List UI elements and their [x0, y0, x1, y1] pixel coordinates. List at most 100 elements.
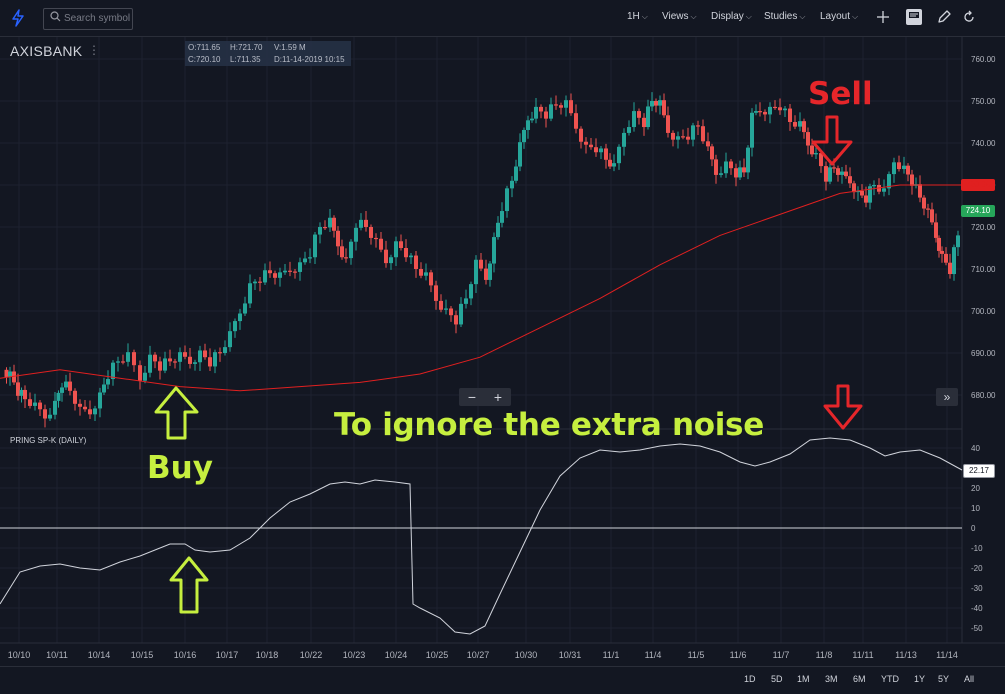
time-tick-label: 10/27 [467, 650, 490, 660]
candle-body [19, 389, 24, 396]
candle-body [539, 106, 543, 112]
interval-menu[interactable]: 1H ⌵ [627, 11, 648, 22]
candle-body [464, 298, 468, 304]
candle-body [856, 190, 860, 193]
candle-body [926, 208, 930, 210]
pencil-icon[interactable] [936, 9, 952, 25]
indicator-tick-label: -40 [971, 604, 983, 613]
candle-body [810, 145, 814, 155]
candle-body [522, 129, 526, 143]
more-icon[interactable]: ⋮ [88, 43, 100, 57]
candle-body [218, 352, 222, 354]
range-button-3m[interactable]: 3M [825, 674, 838, 684]
range-button-6m[interactable]: 6M [853, 674, 866, 684]
sell-arrow-down-icon [811, 115, 853, 166]
candle-body [944, 253, 948, 263]
candle-body [832, 167, 836, 169]
candle-body [604, 148, 608, 160]
candle-body [379, 238, 383, 250]
range-button-all[interactable]: All [964, 674, 975, 684]
candle-body [56, 392, 61, 401]
range-button-5y[interactable]: 5Y [938, 674, 950, 684]
price-tick-label: 720.00 [971, 223, 996, 232]
layout-menu[interactable]: Layout ⌵ [820, 11, 858, 22]
price-chart[interactable]: 760.00750.00740.00730.00720.00710.00700.… [0, 37, 1005, 693]
candle-body [83, 406, 87, 410]
candle-body [892, 162, 896, 175]
scroll-to-latest-button[interactable]: » [936, 388, 958, 406]
candle-body [650, 101, 654, 107]
range-button-ytd[interactable]: YTD [881, 674, 899, 684]
candle-body [138, 365, 142, 381]
lightning-logo-icon[interactable] [10, 9, 26, 27]
candle-body [449, 308, 453, 316]
candle-body [746, 147, 750, 173]
candle-body [53, 400, 57, 415]
candle-body [273, 273, 277, 278]
candle-body [589, 144, 593, 148]
chevron-down-icon: ⌵ [799, 12, 806, 21]
price-tick-label: 700.00 [971, 307, 996, 316]
candle-body [750, 112, 754, 148]
candle-body [394, 241, 398, 258]
candle-body [844, 171, 848, 177]
candle-body [148, 354, 152, 373]
chevron-down-icon: ⌵ [690, 12, 697, 21]
indicator-value-badge: 22.17 [963, 464, 995, 478]
candle-body [897, 162, 901, 170]
time-tick-label: 10/17 [216, 650, 239, 660]
candle-body [263, 270, 267, 283]
candle-body [193, 362, 197, 364]
studies-menu[interactable]: Studies ⌵ [764, 11, 805, 22]
comment-icon[interactable] [905, 8, 923, 26]
candle-body [303, 258, 307, 263]
candle-body [868, 186, 872, 203]
candle-body [599, 148, 603, 153]
candle-body [956, 235, 960, 248]
candle-body [469, 284, 473, 299]
range-button-1d[interactable]: 1D [744, 674, 756, 684]
symbol-search[interactable] [43, 8, 133, 30]
buy-arrow-up-icon [154, 386, 199, 440]
candle-body [158, 361, 162, 371]
sell-annotation: Sell [808, 76, 873, 112]
candle-body [662, 100, 666, 116]
range-button-1y[interactable]: 1Y [914, 674, 926, 684]
candle-body [534, 106, 538, 119]
zoom-in-button[interactable]: + [493, 389, 503, 405]
candle-body [238, 313, 242, 322]
crosshair-icon[interactable] [875, 9, 891, 25]
candle-body [4, 369, 9, 377]
chart-area[interactable]: 760.00750.00740.00730.00720.00710.00700.… [0, 37, 1005, 693]
moving-average-line [0, 184, 962, 392]
range-button-5d[interactable]: 5D [771, 674, 783, 684]
candle-body [719, 173, 723, 175]
candle-body [627, 127, 631, 133]
search-input[interactable] [64, 11, 130, 26]
candle-body [836, 168, 840, 175]
time-tick-label: 10/30 [515, 650, 538, 660]
candle-body [681, 136, 685, 138]
candle-body [88, 409, 92, 415]
top-toolbar: 1H⌵ Views⌵ Display⌵ Studies⌵ Layout⌵ [0, 0, 1005, 37]
candle-body [28, 399, 32, 406]
candle-body [328, 217, 332, 228]
views-menu[interactable]: Views ⌵ [662, 11, 697, 22]
candle-body [734, 168, 738, 178]
reload-icon[interactable] [961, 9, 977, 25]
chevron-down-icon: ⌵ [852, 12, 859, 21]
time-tick-label: 11/11 [852, 650, 873, 660]
candle-body [758, 111, 762, 113]
symbol-name: AXISBANK [10, 43, 83, 59]
candle-body [268, 270, 272, 274]
candle-body [233, 321, 237, 332]
layout-label: Layout [820, 11, 851, 22]
zoom-out-button[interactable]: − [467, 389, 477, 405]
candle-body [253, 281, 257, 284]
candle-body [106, 379, 110, 385]
candle-body [514, 166, 518, 181]
display-menu[interactable]: Display ⌵ [711, 11, 752, 22]
indicator-label: PRING SP-K (DAILY) [10, 436, 87, 445]
candle-body [783, 108, 787, 111]
range-button-1m[interactable]: 1M [797, 674, 810, 684]
